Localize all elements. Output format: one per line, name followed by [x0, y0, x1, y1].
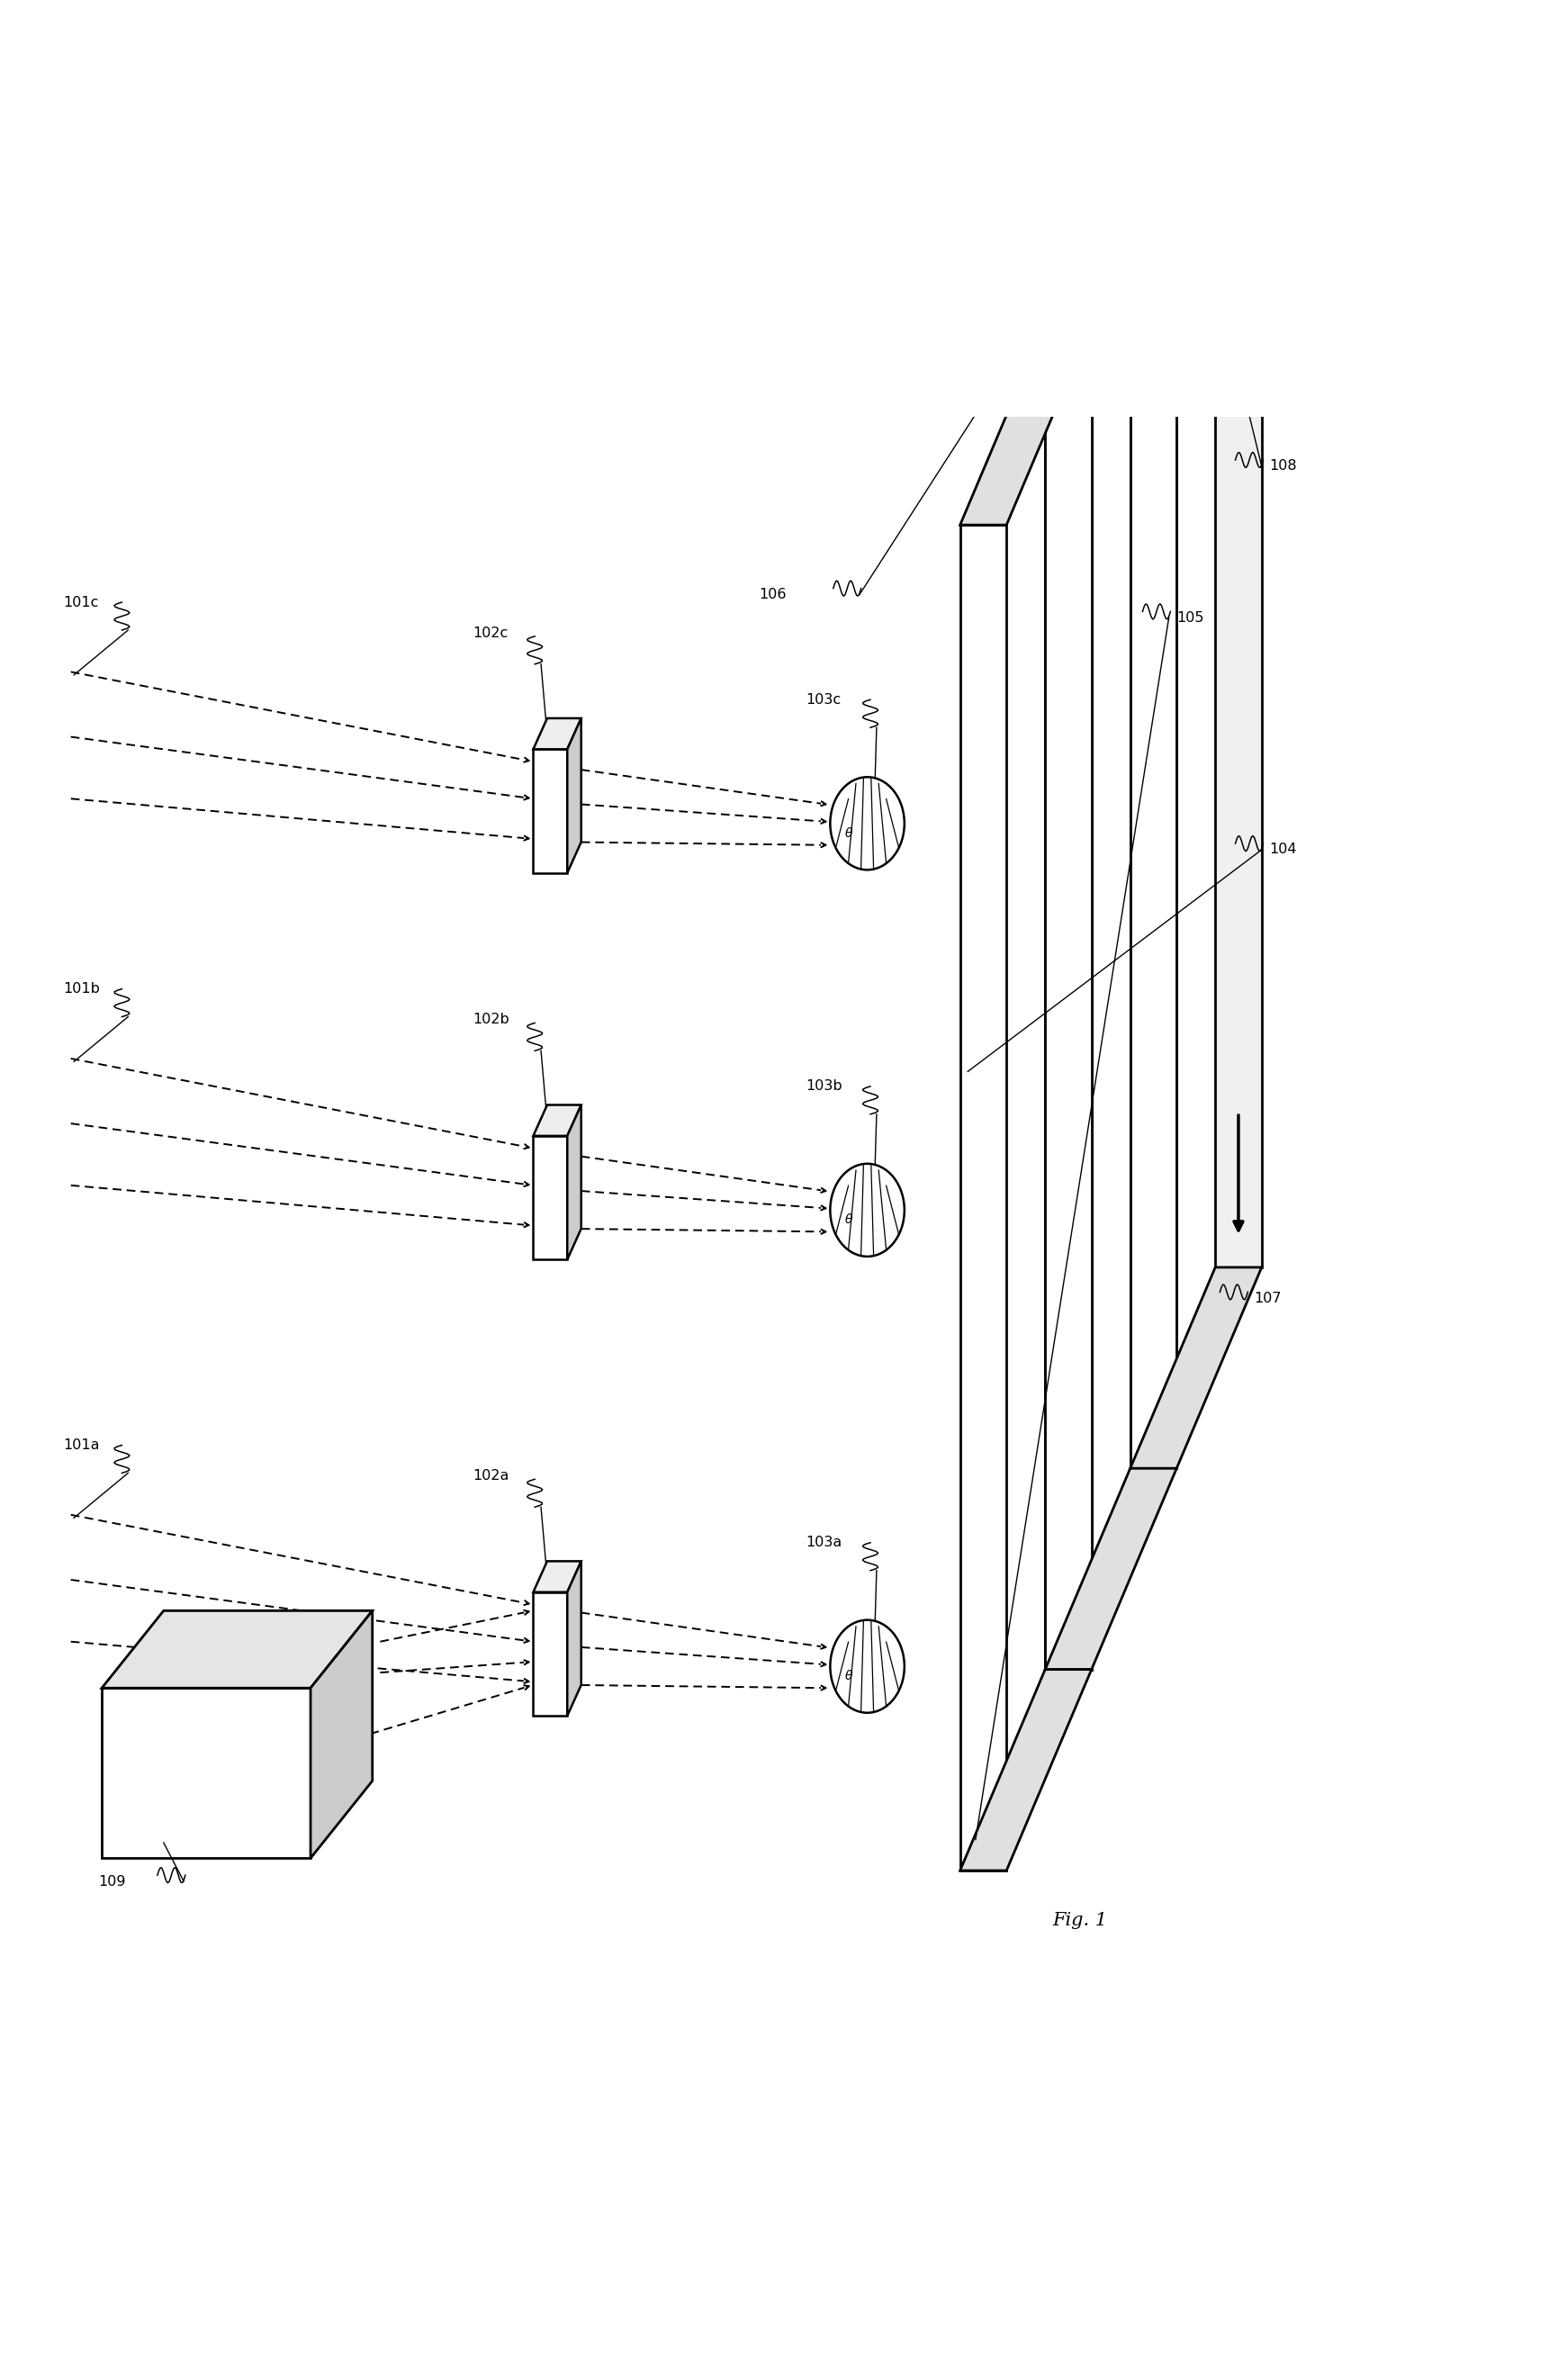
Polygon shape — [567, 1561, 581, 1716]
Text: 103c: 103c — [805, 693, 841, 707]
Text: $\theta$: $\theta$ — [844, 826, 853, 840]
Text: 108: 108 — [1269, 459, 1297, 474]
Polygon shape — [102, 1687, 310, 1859]
Text: 104: 104 — [1269, 843, 1297, 857]
Text: 102b: 102b — [472, 1014, 510, 1026]
Text: 109: 109 — [99, 1875, 125, 1887]
Text: 105: 105 — [1177, 612, 1204, 624]
Text: 101b: 101b — [64, 983, 99, 995]
Polygon shape — [1046, 324, 1092, 1668]
Polygon shape — [1046, 324, 1092, 1668]
Polygon shape — [960, 526, 1007, 1871]
Polygon shape — [960, 324, 1092, 526]
Polygon shape — [533, 719, 581, 750]
Polygon shape — [533, 1561, 581, 1592]
Text: 101a: 101a — [64, 1438, 99, 1452]
Ellipse shape — [830, 776, 905, 869]
Ellipse shape — [830, 1621, 905, 1714]
Polygon shape — [310, 1611, 372, 1859]
Text: $\theta$: $\theta$ — [844, 1214, 853, 1226]
Polygon shape — [1131, 0, 1261, 124]
Polygon shape — [1131, 124, 1177, 1468]
Polygon shape — [1046, 124, 1177, 324]
Polygon shape — [1131, 124, 1177, 1468]
Polygon shape — [960, 1668, 1092, 1871]
Polygon shape — [102, 1611, 372, 1687]
Polygon shape — [567, 1104, 581, 1259]
Text: 107: 107 — [1253, 1292, 1281, 1304]
Polygon shape — [1131, 1266, 1261, 1468]
Text: 102a: 102a — [472, 1468, 510, 1483]
Text: Fig. 1: Fig. 1 — [1053, 1911, 1108, 1928]
Text: 101c: 101c — [64, 595, 99, 609]
Polygon shape — [1216, 0, 1261, 1266]
Text: 103a: 103a — [805, 1535, 841, 1549]
Text: $\theta$: $\theta$ — [844, 1668, 853, 1683]
Text: 103b: 103b — [805, 1081, 843, 1092]
Polygon shape — [533, 1592, 567, 1716]
Polygon shape — [533, 1135, 567, 1259]
Ellipse shape — [830, 1164, 905, 1257]
Polygon shape — [1046, 1468, 1177, 1668]
Text: 106: 106 — [759, 588, 787, 602]
Polygon shape — [533, 1104, 581, 1135]
Text: 102c: 102c — [472, 626, 508, 640]
Polygon shape — [533, 750, 567, 873]
Polygon shape — [567, 719, 581, 873]
